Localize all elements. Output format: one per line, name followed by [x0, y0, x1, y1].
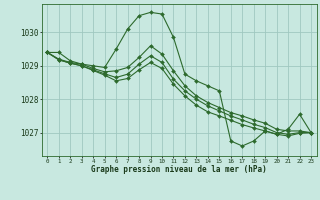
X-axis label: Graphe pression niveau de la mer (hPa): Graphe pression niveau de la mer (hPa) — [91, 165, 267, 174]
